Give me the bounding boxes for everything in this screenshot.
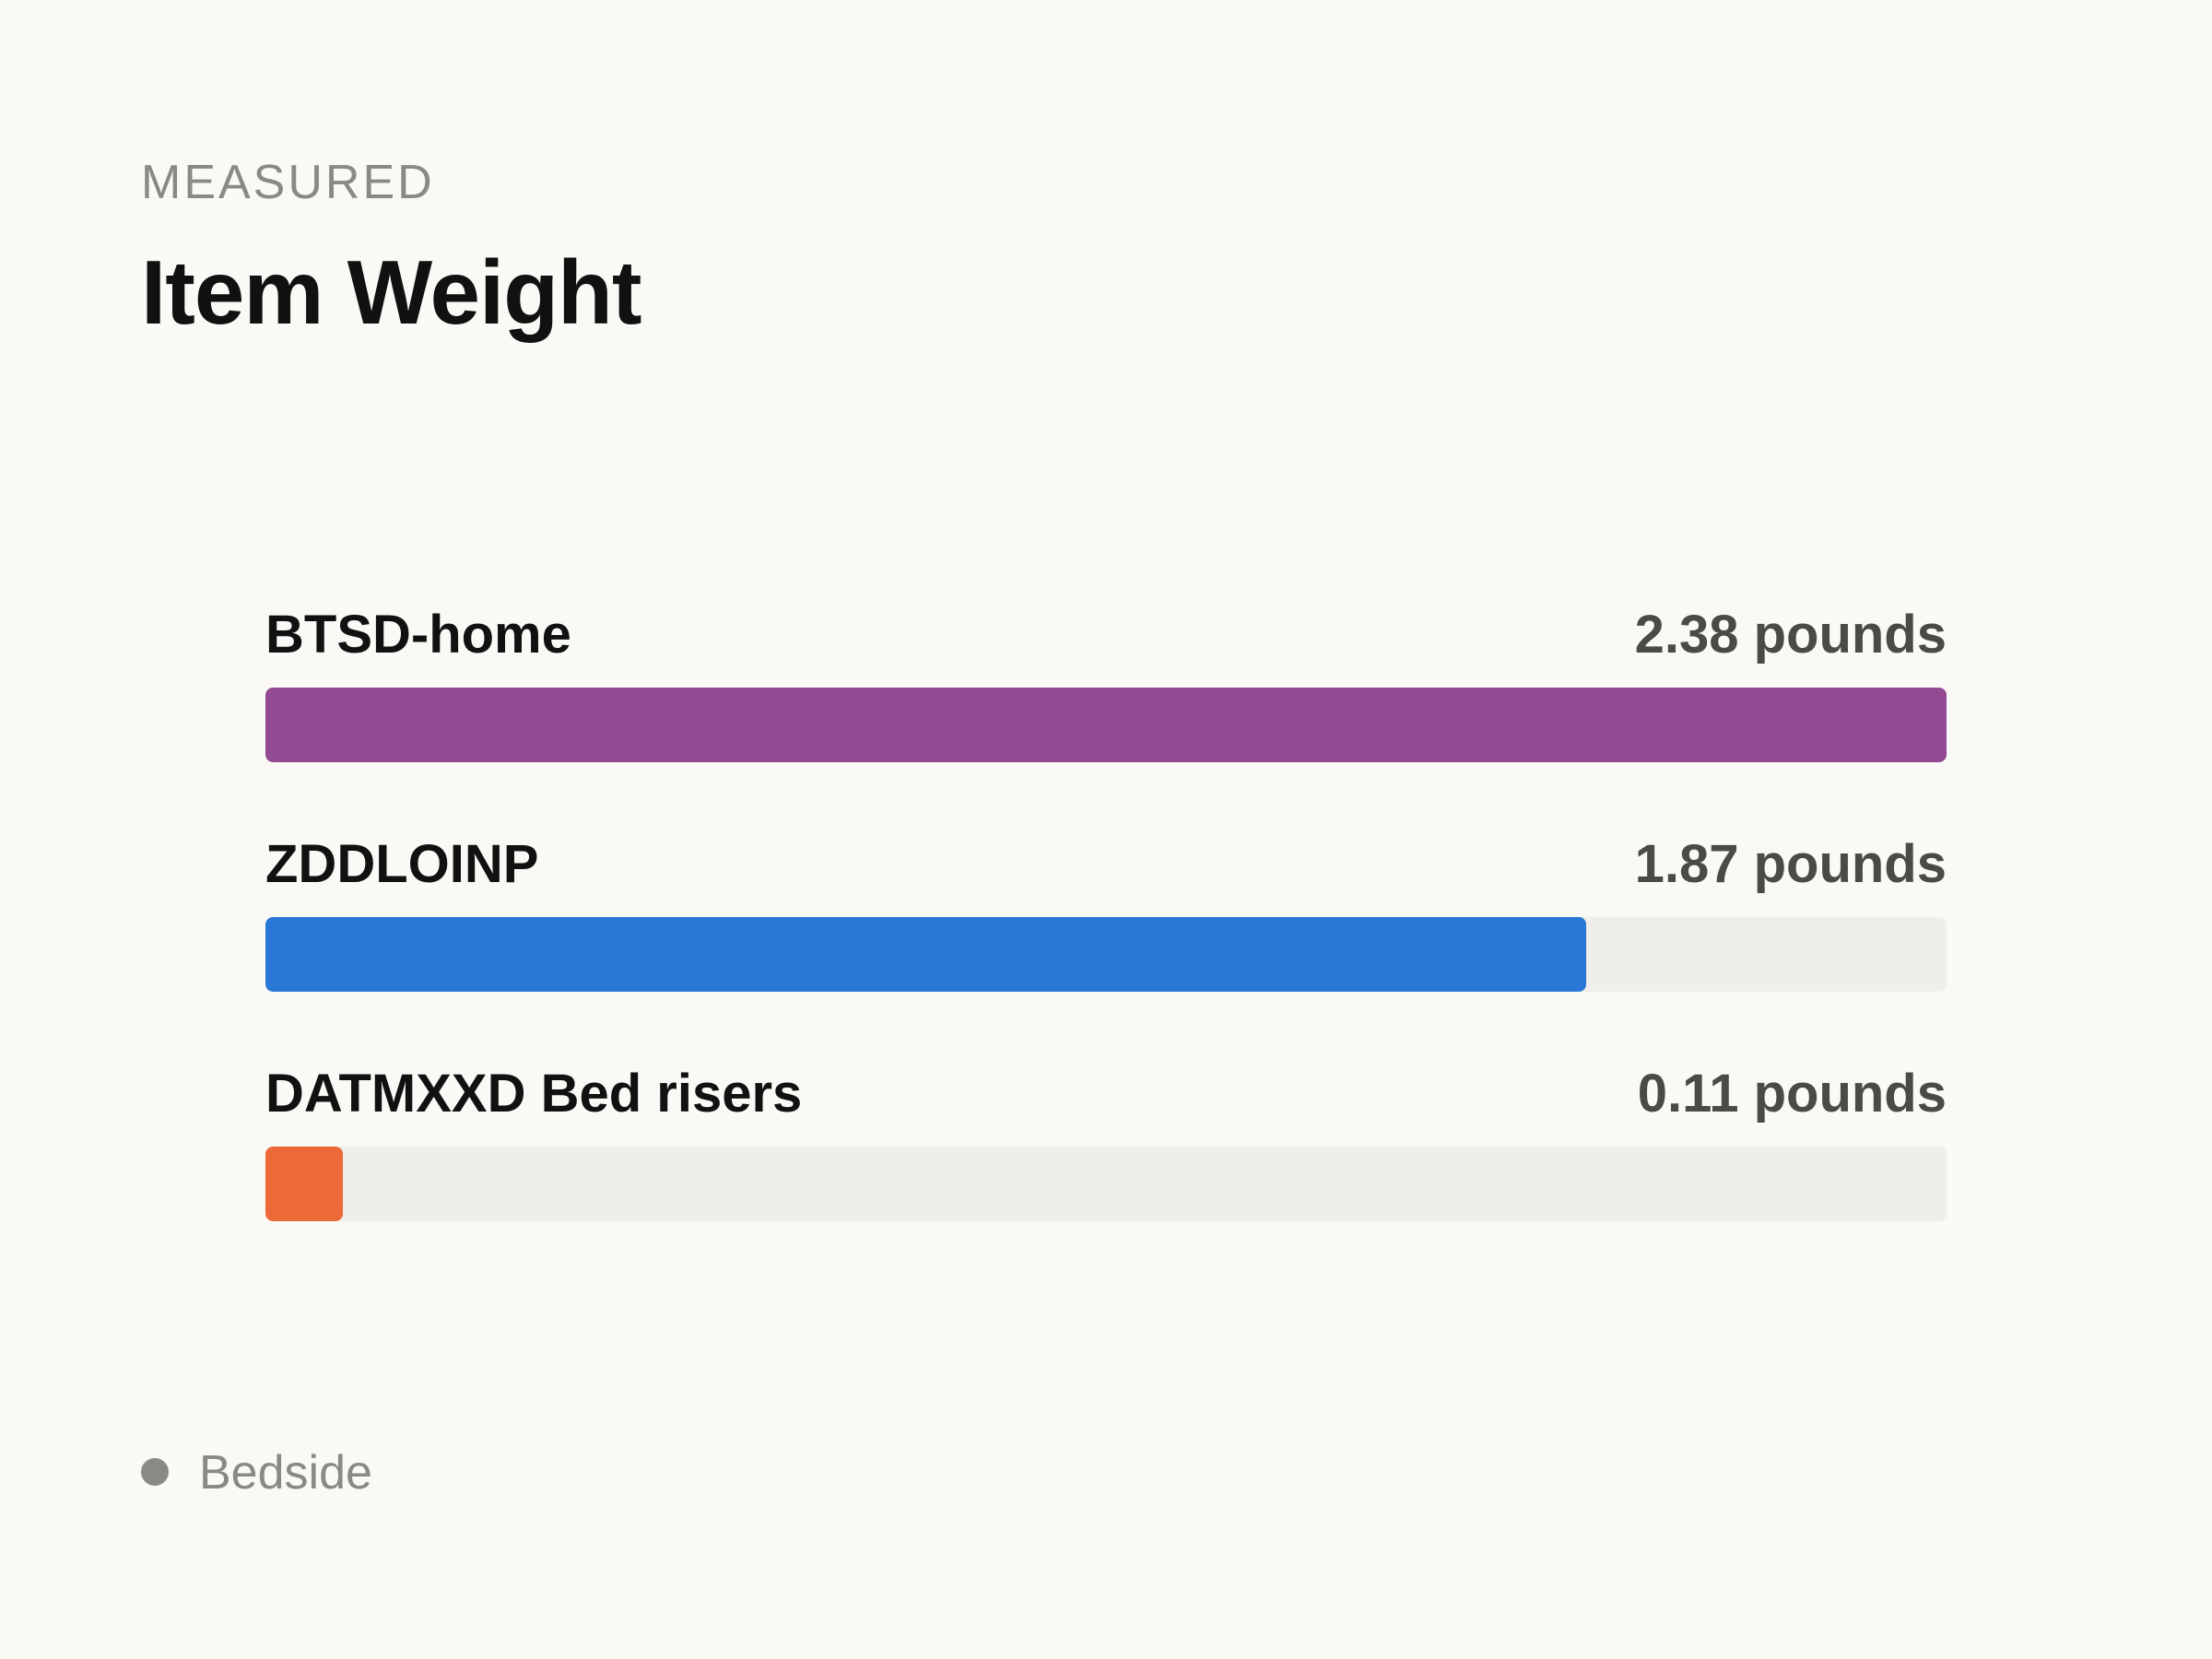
legend-label: Bedside [199,1446,372,1500]
bar-track [265,688,1947,762]
bar-row-header: ZDDLOINP 1.87 pounds [265,819,1947,902]
bar-row: BTSD-home 2.38 pounds [265,590,1947,819]
bar-category-label: ZDDLOINP [265,834,539,894]
bar-category-label: BTSD-home [265,605,571,665]
chart-eyebrow: MEASURED [141,156,435,209]
bar-chart: BTSD-home 2.38 pounds ZDDLOINP 1.87 pounds D… [265,590,1947,1278]
bar [265,917,1587,992]
chart-title: Item Weight [141,241,642,343]
bar-row-header: DATMXXD Bed risers 0.11 pounds [265,1049,1947,1132]
bar-track [265,917,1947,992]
legend-dot-icon [141,1458,169,1486]
bar [265,688,1947,762]
bar-row: ZDDLOINP 1.87 pounds [265,819,1947,1049]
bar-value-label: 0.11 pounds [1637,1064,1947,1124]
bar-track [265,1147,1947,1221]
bar-value-label: 1.87 pounds [1634,834,1947,894]
bar [265,1147,344,1221]
bar-row-header: BTSD-home 2.38 pounds [265,590,1947,673]
bar-value-label: 2.38 pounds [1634,605,1947,665]
bar-row: DATMXXD Bed risers 0.11 pounds [265,1049,1947,1278]
bar-category-label: DATMXXD Bed risers [265,1064,803,1124]
